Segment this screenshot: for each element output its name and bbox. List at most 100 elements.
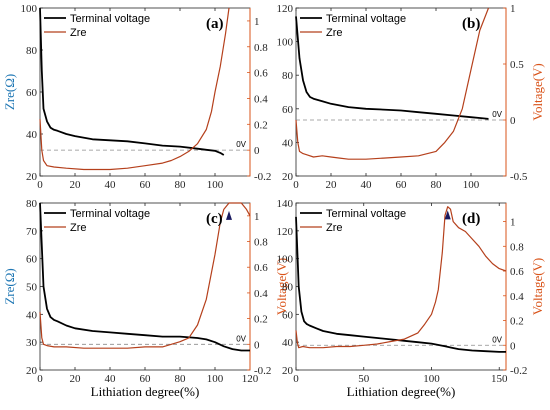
y-left-tick-label: 40 — [26, 129, 38, 141]
y-right-tick-label: 1 — [510, 217, 516, 229]
y-right-tick-label: 0.6 — [254, 68, 268, 80]
legend-entry: Zre — [326, 27, 343, 39]
series-line-zre — [39, 202, 251, 349]
legend-entry: Terminal voltage — [70, 208, 150, 220]
series-line-zre — [295, 7, 490, 160]
series-line-terminal-voltage — [295, 16, 489, 120]
y-right-tick-label: -0.5 — [510, 171, 528, 183]
y-right-tick-label: 0.4 — [510, 291, 524, 303]
x-tick-label: 0 — [293, 373, 299, 385]
series-line-terminal-voltage — [39, 202, 250, 352]
series-line-terminal-voltage — [39, 7, 225, 156]
y-left-axis-label: Zre(Ω) — [2, 74, 17, 110]
series-line-zre — [295, 206, 507, 349]
x-tick-label: 60 — [140, 179, 152, 191]
x-tick-label: 50 — [358, 373, 370, 385]
y-right-tick-label: 0.4 — [254, 93, 268, 105]
x-tick-label: 40 — [105, 179, 117, 191]
y-left-tick-label: 100 — [21, 3, 38, 15]
y-left-axis-label: Zre(Ω) — [2, 268, 17, 304]
y-right-axis-label: Voltage(V) — [530, 258, 545, 316]
y-right-tick-label: 0.8 — [510, 241, 524, 253]
x-tick-label: 0 — [293, 179, 299, 191]
x-axis-label: Lithiation degree(%) — [347, 384, 456, 399]
y-left-tick-label: 20 — [282, 171, 294, 183]
x-tick-label: 60 — [140, 373, 152, 385]
panel-c: 0 20 40 60 80 100 12020304050607080-0.200.20.4… — [2, 198, 289, 399]
y-right-tick-label: 0 — [510, 115, 516, 127]
y-right-tick-label: 1 — [254, 211, 260, 223]
y-left-tick-label: 80 — [26, 45, 38, 57]
x-tick-label: 0 — [37, 179, 43, 191]
y-right-tick-label: 0 — [510, 340, 516, 352]
y-right-tick-label: 0.8 — [254, 42, 268, 54]
y-left-tick-label: 120 — [277, 226, 294, 238]
x-tick-label: 100 — [423, 373, 440, 385]
x-tick-label: 20 — [326, 179, 338, 191]
x-tick-label: 120 — [242, 373, 259, 385]
series-line-terminal-voltage — [295, 216, 506, 353]
panel-d: 0 50 100 150 20 40 60 80 100 120 140 -0.2 0 0.2 0.4 0.6… — [277, 198, 546, 399]
x-tick-label: 40 — [105, 373, 117, 385]
y-right-tick-label: 1 — [254, 16, 260, 28]
y-left-tick-label: 60 — [26, 87, 38, 99]
y-right-tick-label: 0.5 — [510, 59, 524, 71]
y-left-tick-label: 100 — [277, 37, 294, 49]
x-tick-label: 80 — [175, 373, 187, 385]
x-tick-label: 100 — [463, 179, 480, 191]
y-right-tick-label: -0.2 — [254, 171, 271, 183]
y-left-tick-label: 80 — [26, 198, 38, 210]
y-left-tick-label: 40 — [282, 337, 294, 349]
y-left-tick-label: 140 — [277, 198, 294, 210]
y-left-tick-label: 30 — [26, 337, 38, 349]
legend-entry: Zre — [70, 27, 87, 39]
y-left-tick-label: 40 — [26, 309, 38, 321]
x-tick-label: 100 — [207, 373, 224, 385]
reference-label-0v: 0V — [492, 110, 502, 119]
y-left-tick-label: 80 — [282, 70, 294, 82]
reference-label-0v: 0V — [492, 335, 502, 344]
panel-label: (b) — [462, 16, 480, 32]
y-right-axis-label: Voltage(V) — [274, 258, 289, 316]
legend-entry: Zre — [326, 222, 343, 234]
x-tick-label: 80 — [175, 179, 187, 191]
panel-label: (d) — [462, 211, 480, 227]
y-left-tick-label: 60 — [26, 254, 38, 266]
y-right-tick-label: 0.2 — [510, 316, 524, 328]
y-right-axis-label: Voltage(V) — [530, 63, 545, 121]
x-tick-label: 20 — [70, 179, 82, 191]
legend-entry: Zre — [70, 222, 87, 234]
y-right-tick-label: 0 — [254, 145, 260, 157]
y-right-tick-label: -0.2 — [254, 365, 271, 377]
reference-label-0v: 0V — [236, 334, 246, 343]
y-left-tick-label: 40 — [282, 137, 294, 149]
reference-label-0v: 0V — [236, 140, 246, 149]
y-left-tick-label: 20 — [26, 365, 38, 377]
y-right-tick-label: 1 — [510, 3, 516, 15]
y-right-tick-label: 0.8 — [254, 237, 268, 249]
peak-marker — [226, 210, 232, 220]
y-left-tick-label: 60 — [282, 104, 294, 116]
peak-marker — [444, 210, 451, 220]
y-left-tick-label: 60 — [282, 309, 294, 321]
x-tick-label: 100 — [207, 179, 224, 191]
y-left-tick-label: 50 — [26, 282, 38, 294]
x-axis-label: Lithiation degree(%) — [91, 384, 200, 399]
legend-entry: Terminal voltage — [326, 208, 406, 220]
x-tick-label: 60 — [396, 179, 408, 191]
panel-label: (c) — [206, 211, 223, 227]
y-right-tick-label: 0.6 — [510, 266, 524, 278]
x-tick-label: 150 — [491, 373, 508, 385]
y-right-tick-label: -0.2 — [510, 365, 527, 377]
series-line-zre — [39, 7, 230, 171]
legend-entry: Terminal voltage — [70, 13, 150, 25]
y-left-tick-label: 120 — [277, 3, 294, 15]
x-tick-label: 40 — [361, 179, 373, 191]
panel-b: 0 20 40 60 80 10020406080100120-0.500.51Volta… — [277, 3, 546, 191]
y-left-tick-label: 20 — [282, 365, 294, 377]
y-left-tick-label: 100 — [277, 254, 294, 266]
x-tick-label: 0 — [37, 373, 43, 385]
panel-a: 0 20 40 60 80 10020406080100-0.200.20.40.60.8… — [2, 3, 271, 191]
y-left-tick-label: 70 — [26, 226, 38, 238]
